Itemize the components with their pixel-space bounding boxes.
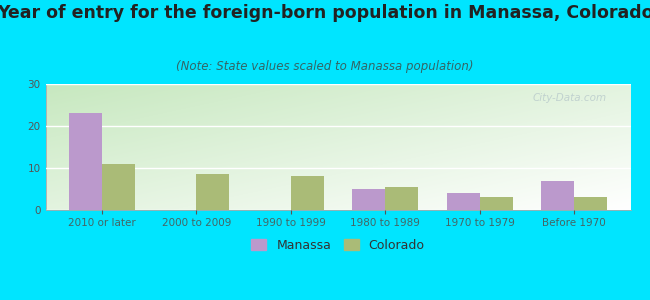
Bar <box>480 197 513 210</box>
Bar <box>385 187 418 210</box>
Bar <box>102 164 135 210</box>
Bar <box>541 181 574 210</box>
Bar <box>69 113 102 210</box>
Text: Year of entry for the foreign-born population in Manassa, Colorado: Year of entry for the foreign-born popul… <box>0 4 650 22</box>
Bar <box>352 189 385 210</box>
Legend: Manassa, Colorado: Manassa, Colorado <box>246 234 430 257</box>
Text: (Note: State values scaled to Manassa population): (Note: State values scaled to Manassa po… <box>176 60 474 73</box>
Bar <box>196 174 229 210</box>
Bar <box>574 197 607 210</box>
Bar <box>291 176 324 210</box>
Bar <box>447 193 480 210</box>
Text: City-Data.com: City-Data.com <box>533 93 607 103</box>
